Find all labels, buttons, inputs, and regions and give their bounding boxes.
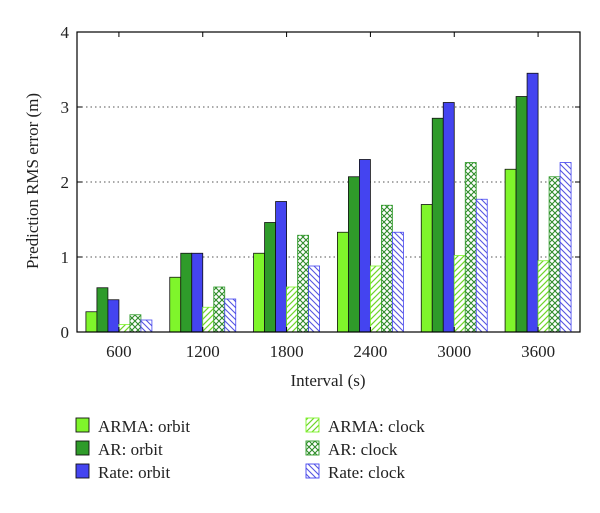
legend-swatch <box>305 440 320 456</box>
bar-rate-clock1200 <box>224 298 237 333</box>
legend-item: ARMA: orbit <box>75 417 190 436</box>
bar-ar-orbit2400 <box>348 176 360 333</box>
bar-rate-clock600 <box>140 319 153 333</box>
legend-label: Rate: orbit <box>98 463 171 482</box>
legend-swatch <box>305 417 320 433</box>
y-tick-label: 0 <box>61 323 70 342</box>
bar-rate-clock3600 <box>559 162 572 333</box>
bar-rate-orbit1800 <box>275 201 287 333</box>
legend-swatch <box>305 463 320 479</box>
bar-rate-orbit2400 <box>359 159 371 333</box>
bar-ar-clock1200 <box>213 286 226 333</box>
legend-item: AR: orbit <box>75 440 163 459</box>
x-tick-label: 600 <box>106 342 132 361</box>
y-tick-label: 4 <box>61 23 70 42</box>
bar-ar-orbit3600 <box>515 96 528 333</box>
x-tick-label: 1200 <box>186 342 220 361</box>
legend-label: ARMA: clock <box>328 417 425 436</box>
y-tick-label: 3 <box>61 98 70 117</box>
y-axis-label: Prediction RMS error (m) <box>23 93 42 269</box>
x-tick-label: 1800 <box>270 342 304 361</box>
y-tick-label: 1 <box>61 248 70 267</box>
bar-rate-clock2400 <box>392 231 404 333</box>
legend-item: Rate: orbit <box>75 463 171 482</box>
bar-arma-orbit1800 <box>253 252 265 333</box>
bar-ar-clock3600 <box>548 176 561 333</box>
bar-ar-orbit3000 <box>431 117 444 333</box>
legend-item: ARMA: clock <box>305 417 425 436</box>
bar-rate-orbit3600 <box>526 72 539 333</box>
bar-rate-orbit3000 <box>442 102 455 333</box>
bar-arma-clock1800 <box>286 286 298 333</box>
y-tick-label: 2 <box>61 173 70 192</box>
bar-ar-clock600 <box>129 314 142 333</box>
legend: ARMA: orbit AR: orbit Rate: orbit ARMA: clo… <box>75 417 425 482</box>
grid-lines <box>77 106 580 258</box>
bar-ar-orbit1200 <box>180 252 193 333</box>
plot-frame <box>76 31 581 333</box>
legend-swatch <box>75 463 90 479</box>
bar-rate-orbit600 <box>107 299 120 333</box>
axes: 0 1 2 3 4 600 1200 1800 2400 3000 3600 <box>61 23 581 361</box>
bar-arma-orbit600 <box>85 311 98 333</box>
bar-arma-orbit3600 <box>504 168 517 333</box>
bar-ar-orbit1800 <box>264 222 276 333</box>
bar-arma-orbit3000 <box>420 204 433 333</box>
bar-arma-clock1200 <box>202 306 215 333</box>
bar-arma-clock3600 <box>537 260 550 333</box>
legend-label: AR: clock <box>328 440 398 459</box>
bar-arma-clock2400 <box>370 265 382 333</box>
legend-label: Rate: clock <box>328 463 405 482</box>
x-tick-label: 2400 <box>353 342 387 361</box>
bar-ar-orbit600 <box>96 287 109 333</box>
bar-arma-clock600 <box>118 324 131 333</box>
legend-item: Rate: clock <box>305 463 405 482</box>
bars <box>85 72 572 333</box>
x-tick-label: 3000 <box>437 342 471 361</box>
x-axis-label: Interval (s) <box>290 371 365 390</box>
bar-arma-clock3000 <box>453 255 466 333</box>
bar-arma-orbit1200 <box>169 276 182 333</box>
legend-swatch <box>75 417 90 433</box>
x-tick-label: 3600 <box>521 342 555 361</box>
bar-ar-clock2400 <box>381 204 393 333</box>
legend-label: ARMA: orbit <box>98 417 190 436</box>
legend-swatch <box>75 440 90 456</box>
bar-rate-clock3000 <box>475 198 488 333</box>
bar-ar-clock1800 <box>297 234 309 333</box>
legend-label: AR: orbit <box>98 440 163 459</box>
bar-rate-clock1800 <box>308 265 320 333</box>
bar-arma-orbit2400 <box>337 231 349 333</box>
bar-ar-clock3000 <box>464 162 477 333</box>
bar-rate-orbit1200 <box>191 252 204 333</box>
legend-item: AR: clock <box>305 440 398 459</box>
